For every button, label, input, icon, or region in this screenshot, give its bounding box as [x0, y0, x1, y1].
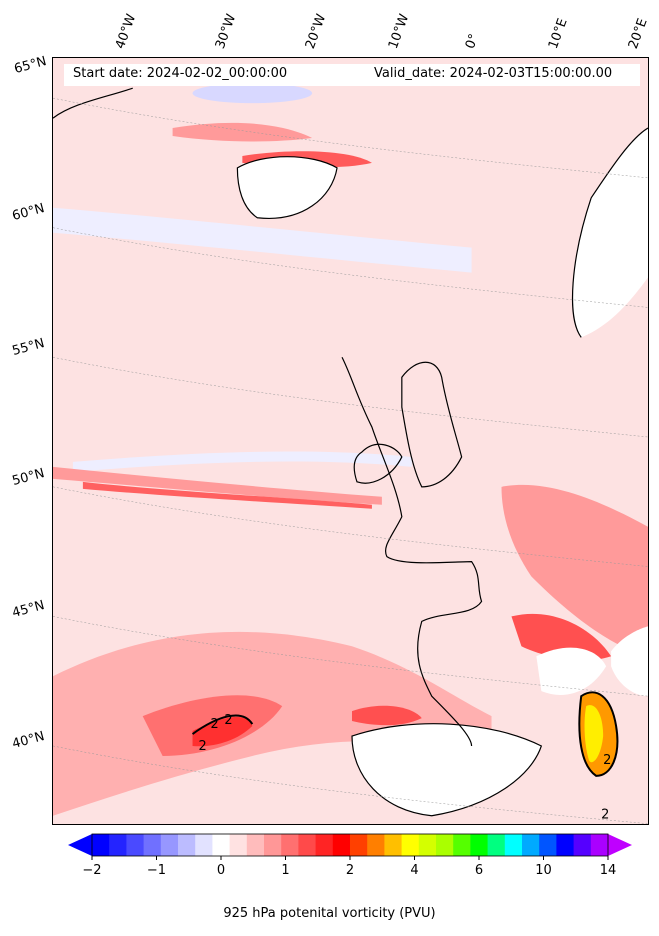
latitude-label: 50°N: [10, 466, 47, 489]
colorbar-cell: [487, 834, 506, 856]
coastline-greenland: [53, 87, 133, 119]
colorbar-cell: [470, 834, 489, 856]
colorbar-tick-label: 1: [281, 863, 289, 878]
colorbar-cell: [367, 834, 385, 856]
colorbar-title: 925 hPa potenital vorticity (PVU): [223, 906, 436, 921]
colorbar-extend-high: [608, 834, 632, 856]
pv-positive-region: [53, 631, 492, 816]
colorbar-extend-low: [68, 834, 92, 856]
pv-negative-patch: [192, 83, 313, 104]
contour-label: 2: [210, 717, 218, 732]
colorbar-cell: [246, 834, 265, 856]
pv-negative-band: [53, 207, 472, 273]
colorbar-cell: [212, 834, 231, 856]
colorbar-cell: [92, 834, 110, 856]
pv-max-yellow: [584, 705, 604, 763]
pv-contour-2: [578, 691, 619, 777]
colorbar-ticks: −2 −1 0 1 2 4 6 10 14: [82, 856, 616, 878]
colorbar-cell: [315, 834, 334, 856]
coastline-norway: [571, 127, 648, 338]
colorbar-tick-label: 6: [475, 863, 483, 878]
colorbar-cell: [160, 834, 179, 856]
colorbar-tick-label: −2: [82, 863, 101, 878]
graticule: [53, 227, 648, 308]
colorbar-cell: [143, 834, 162, 856]
longitude-label: 10°E: [545, 16, 571, 51]
graticule: [53, 357, 648, 438]
iceland-mask: [237, 156, 338, 219]
colorbar-cell: [556, 834, 575, 856]
colorbar-cell: [453, 834, 471, 856]
colorbar-cells: [92, 834, 609, 856]
colorbar-cell: [436, 834, 454, 856]
latitude-label: 60°N: [10, 201, 47, 224]
graticule: [53, 616, 648, 697]
coastline-ireland: [353, 443, 403, 484]
contour-label: 2: [199, 739, 207, 754]
pv-positive-streak: [172, 122, 313, 142]
longitude-label: 40°W: [112, 12, 140, 51]
colorbar-cell: [109, 834, 127, 856]
contour-label: 2: [603, 753, 611, 768]
colorbar-cell: [384, 834, 403, 856]
scandinavia-mask: [572, 128, 648, 338]
iberia-mask: [351, 723, 542, 816]
colorbar-cell: [281, 834, 299, 856]
map-canvas: 2 2 2 2 2: [53, 58, 648, 824]
colorbar-cell: [195, 834, 213, 856]
colorbar-cell: [418, 834, 437, 856]
colorbar-cell: [573, 834, 592, 856]
latitude-label: 45°N: [10, 598, 47, 621]
start-date-label: Start date: 2024-02-02_00:00:00: [73, 66, 288, 81]
graticule: [53, 97, 648, 179]
colorbar-cell: [178, 834, 196, 856]
colorbar: −2 −1 0 1 2 4 6 10 14: [68, 833, 632, 878]
pv-positive-streak: [53, 466, 382, 505]
pv-positive-core: [511, 613, 612, 661]
colorbar-tick-label: 14: [600, 863, 617, 878]
colorbar-tick-label: 4: [410, 863, 418, 878]
contour-label: 2: [601, 808, 609, 823]
latitude-label: 65°N: [12, 54, 49, 77]
pv-positive-region: [501, 484, 648, 657]
coastline-britain: [401, 361, 463, 488]
coastline-iberia: [351, 723, 543, 817]
contour-label: 2: [224, 713, 232, 728]
valid-date-label: Valid_date: 2024-02-03T15:00:00.00: [374, 66, 613, 81]
longitude-label: 0°: [462, 31, 483, 51]
pv-contour-2: [191, 714, 254, 735]
colorbar-cell: [401, 834, 420, 856]
pv-negative-band: [72, 451, 412, 472]
balkan-mask: [611, 626, 648, 697]
colorbar-cell: [229, 834, 248, 856]
latitude-label: 40°N: [10, 729, 47, 752]
colorbar-tick-label: 10: [535, 863, 552, 878]
longitude-label: 30°W: [212, 12, 240, 51]
colorbar-cell: [350, 834, 368, 856]
graticule: [53, 486, 648, 567]
colorbar-tick-label: 2: [346, 863, 354, 878]
colorbar-cell: [332, 834, 351, 856]
longitude-label: 20°E: [625, 16, 651, 51]
coastline-europe: [341, 357, 483, 747]
longitude-label: 10°W: [385, 12, 413, 51]
alps-mask: [536, 647, 607, 695]
colorbar-cell: [298, 834, 317, 856]
graticule: [53, 745, 648, 824]
longitude-label: 20°W: [302, 12, 330, 51]
latitude-label: 55°N: [10, 336, 47, 359]
colorbar-cell: [264, 834, 282, 856]
colorbar-cell: [504, 834, 523, 856]
coastline-iceland: [236, 156, 338, 219]
colorbar-cell: [522, 834, 540, 856]
map-panel: 2 2 2 2 2: [52, 57, 649, 825]
pv-positive-streak: [82, 481, 372, 509]
colorbar-cell: [126, 834, 145, 856]
colorbar-tick-label: −1: [147, 863, 166, 878]
colorbar-tick-label: 0: [217, 863, 225, 878]
header-strip: [64, 64, 640, 86]
colorbar-cell: [590, 834, 609, 856]
colorbar-cell: [539, 834, 557, 856]
pv-positive-core: [351, 705, 422, 726]
